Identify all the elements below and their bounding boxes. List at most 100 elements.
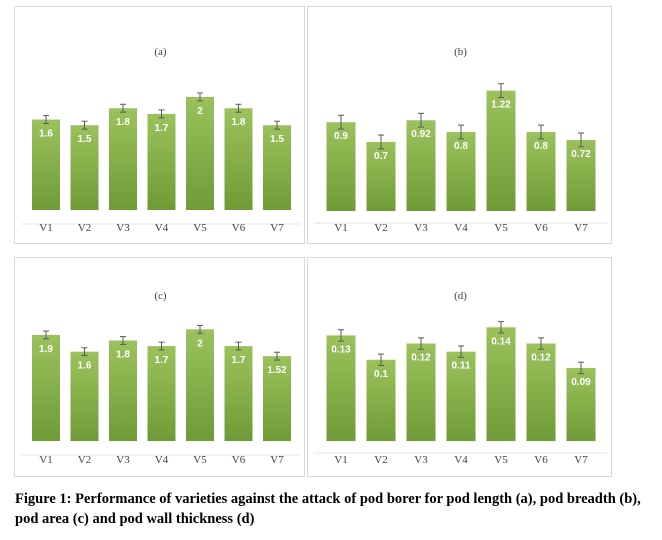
bar-v7	[263, 356, 291, 441]
bar-v7	[566, 139, 596, 211]
error-bar	[274, 120, 280, 130]
error-bar	[235, 103, 242, 113]
bar-v3	[109, 108, 137, 210]
error-bar	[338, 114, 344, 130]
bar-v4	[147, 113, 176, 210]
x-tick-label: V4	[454, 222, 468, 234]
bar-v1	[326, 122, 356, 211]
x-tick-label: V4	[155, 454, 169, 466]
error-bar	[418, 112, 424, 128]
bar-v2	[70, 351, 99, 441]
error-bar	[43, 330, 49, 340]
error-bar	[235, 341, 242, 351]
error-bar	[197, 324, 203, 334]
bar-v5	[186, 329, 214, 441]
data-label: 0.92	[411, 129, 431, 140]
data-label: 1.52	[267, 365, 287, 376]
chart-c: (c) 1.9 V1 1.6 V2 1.8 V3 1.7 V4 2 V5 1.7 V6 1.52 V7	[21, 290, 300, 466]
error-bar	[197, 92, 203, 102]
chart-panel-c: (c) 1.9 V1 1.6 V2 1.8 V3 1.7 V4 2 V5 1.7 V6 1.52 V7	[14, 257, 305, 477]
data-label: 0.11	[452, 361, 471, 372]
bar-v5	[486, 90, 516, 211]
chart-title: (a)	[154, 46, 167, 58]
x-tick-label: V5	[193, 222, 207, 234]
data-label: 1.7	[232, 355, 246, 366]
error-bar	[578, 361, 584, 375]
x-tick-label: V1	[39, 222, 52, 234]
data-label: 1.22	[491, 100, 511, 111]
data-label: 0.8	[534, 141, 548, 152]
bar-v6	[224, 346, 253, 441]
error-bar	[81, 120, 88, 130]
data-label: 1.6	[39, 129, 53, 140]
bar-v7	[263, 125, 291, 210]
data-label: 1.7	[155, 123, 169, 134]
data-label: 0.14	[491, 336, 511, 347]
x-tick-label: V2	[374, 454, 387, 466]
x-tick-label: V4	[155, 222, 169, 234]
error-bar	[81, 347, 88, 357]
error-bar	[538, 337, 544, 350]
x-tick-label: V7	[574, 454, 588, 466]
chart-d: (d) 0.13 V1 0.1 V2 0.12 V3 0.11 V4 0.14 V5 0.12 V6 0.…	[314, 290, 607, 466]
data-label: 2	[197, 106, 203, 117]
error-bar	[378, 353, 384, 366]
chart-title: (c)	[154, 290, 167, 302]
x-tick-label: V1	[334, 222, 347, 234]
x-tick-label: V7	[270, 222, 284, 234]
bar-v3	[406, 343, 436, 441]
x-tick-label: V2	[78, 222, 91, 234]
data-label: 1.7	[155, 355, 169, 366]
error-bar	[338, 329, 344, 342]
bar-v4	[446, 351, 476, 441]
data-label: 0.12	[411, 353, 431, 364]
x-tick-label: V3	[414, 222, 428, 234]
x-tick-label: V2	[78, 454, 91, 466]
bar-v2	[70, 125, 99, 210]
figure-caption: Figure 1: Performance of varieties again…	[15, 491, 641, 527]
data-label: 0.72	[571, 149, 591, 160]
x-tick-label: V2	[374, 222, 387, 234]
bar-v2	[366, 141, 396, 211]
bar-v6	[224, 108, 253, 210]
data-label: 2	[197, 338, 203, 349]
data-label: 1.8	[116, 350, 130, 361]
bar-v6	[526, 343, 556, 441]
chart-panel-a: (a) 1.6 V1 1.5 V2 1.8 V3 1.7 V4 2 V5 1.8 V6 1.5 V7	[14, 6, 305, 244]
chart-title: (b)	[454, 46, 467, 58]
bar-v3	[406, 120, 436, 211]
x-tick-label: V3	[116, 454, 130, 466]
x-tick-label: V1	[334, 454, 347, 466]
data-label: 0.7	[374, 151, 388, 162]
data-label: 0.1	[374, 369, 388, 380]
error-bar	[120, 103, 126, 113]
data-label: 1.5	[78, 134, 92, 145]
error-bar	[458, 124, 464, 140]
x-tick-label: V7	[574, 222, 588, 234]
bar-v4	[147, 346, 176, 441]
bar-v1	[326, 335, 356, 441]
bar-v2	[366, 359, 396, 441]
chart-b: (b) 0.9 V1 0.7 V2 0.92 V3 0.8 V4 1.22 V5 0.8 V6 0.72 V…	[314, 46, 607, 234]
x-tick-label: V6	[232, 222, 246, 234]
bar-v7	[566, 367, 596, 441]
x-tick-label: V1	[39, 454, 52, 466]
chart-panel-d: (d) 0.13 V1 0.1 V2 0.12 V3 0.11 V4 0.14 V5 0.12 V6 0.…	[307, 257, 612, 477]
x-tick-label: V7	[270, 454, 284, 466]
error-bar	[578, 132, 584, 148]
x-tick-label: V4	[454, 454, 468, 466]
bar-v5	[186, 96, 214, 210]
x-tick-label: V3	[116, 222, 130, 234]
x-tick-label: V6	[232, 454, 246, 466]
error-bar	[158, 109, 165, 119]
error-bar	[43, 115, 49, 124]
x-tick-label: V5	[193, 454, 207, 466]
data-label: 1.5	[270, 134, 284, 145]
data-label: 1.8	[232, 117, 246, 128]
error-bar	[498, 321, 504, 334]
data-label: 0.09	[571, 377, 591, 388]
data-label: 0.12	[531, 353, 551, 364]
x-tick-label: V6	[534, 222, 548, 234]
chart-title: (d)	[454, 290, 467, 302]
data-label: 1.8	[116, 117, 130, 128]
